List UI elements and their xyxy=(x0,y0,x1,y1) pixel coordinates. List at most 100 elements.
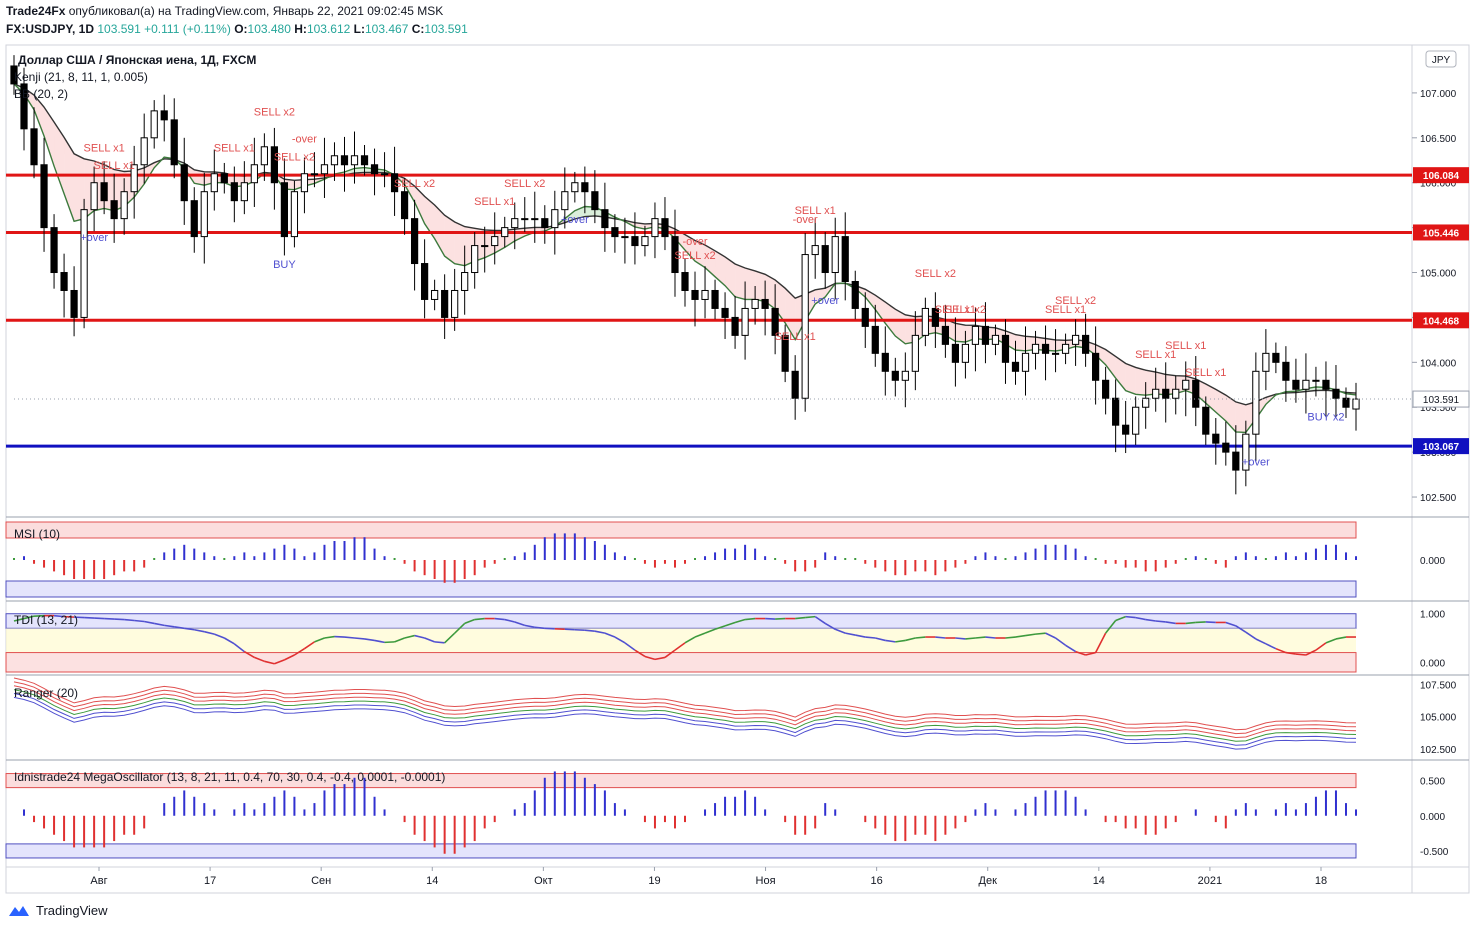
candle-body xyxy=(531,218,539,221)
time-axis-label: Ноя xyxy=(756,875,776,887)
currency-badge-box[interactable] xyxy=(1425,50,1457,68)
kenji-legend[interactable]: Kenji (21, 8, 11, 1, 0.005) xyxy=(14,70,148,84)
candle-body xyxy=(981,325,990,345)
candle-body xyxy=(1051,352,1060,355)
tdi-segment xyxy=(975,636,986,639)
kenji-cloud-segment xyxy=(574,206,585,220)
tdi-segment xyxy=(1165,621,1176,625)
tdi-pane[interactable] xyxy=(13,614,1356,665)
signal-label: SELL x1 xyxy=(214,142,255,154)
tdi-segment xyxy=(194,628,205,633)
candle-body xyxy=(220,173,228,184)
signal-label: SELL x2 xyxy=(254,106,295,118)
signal-label: -over xyxy=(793,214,818,226)
tdi-axis-label: 0.000 xyxy=(1420,658,1445,669)
tdi-segment xyxy=(1085,651,1096,656)
candle-body xyxy=(120,191,128,220)
tdi-segment xyxy=(1235,625,1247,633)
published-text: опубликовал(а) на TradingView.com, Январ… xyxy=(68,4,444,18)
mega-lower-band xyxy=(5,843,1357,859)
tdi-segment xyxy=(13,617,25,622)
tdi-segment xyxy=(243,650,255,659)
tdi-segment xyxy=(344,636,355,639)
time-axis-label: 16 xyxy=(871,875,883,887)
kenji-cloud-segment xyxy=(815,288,826,304)
candle-body xyxy=(941,325,949,345)
signal-label: +over xyxy=(561,214,589,226)
time-axis-label: 14 xyxy=(1093,875,1105,887)
tdi-segment xyxy=(1255,638,1267,645)
tdi-segment xyxy=(985,636,996,639)
candle-body xyxy=(1212,433,1220,444)
tdi-segment xyxy=(23,615,35,620)
open-label: O: xyxy=(234,22,248,36)
ranger-legend[interactable]: Ranger (20) xyxy=(14,686,79,700)
candle-body xyxy=(300,173,309,193)
candle-body xyxy=(1302,379,1310,390)
candle-body xyxy=(731,316,739,336)
open-value: 103.480 xyxy=(247,22,291,36)
tdi-segment xyxy=(1145,618,1156,622)
tdi-segment xyxy=(424,637,435,643)
signal-label: SELL x1 xyxy=(84,142,125,154)
msi-legend[interactable]: MSI (10) xyxy=(14,527,61,541)
candle-body xyxy=(240,182,248,202)
tradingview-brand[interactable]: TradingView xyxy=(8,903,108,918)
bb-legend[interactable]: BB (20, 2) xyxy=(14,87,69,101)
candle-body xyxy=(1011,361,1020,372)
candle-body xyxy=(1252,370,1260,435)
last-price-box xyxy=(1412,390,1470,408)
signal-label: SELL x1 xyxy=(775,331,816,343)
kenji-cloud-segment xyxy=(1235,401,1246,433)
ranger-pane[interactable] xyxy=(13,677,1357,750)
symbol-name[interactable]: FX:USDJPY, 1D xyxy=(6,22,95,36)
tdi-segment xyxy=(324,635,335,639)
currency-badge[interactable]: JPY xyxy=(1432,55,1451,66)
candle-body xyxy=(140,137,148,166)
tdi-segment xyxy=(1015,634,1026,638)
ranger-axis-label: 102.500 xyxy=(1420,745,1457,756)
signal-label: SELL x1 xyxy=(1045,304,1086,316)
candle-body xyxy=(130,164,138,193)
indicator-bands xyxy=(5,521,1357,859)
tdi-segment xyxy=(935,636,946,639)
tdi-segment xyxy=(834,628,846,634)
candle-body xyxy=(801,254,809,399)
candle-body xyxy=(410,218,419,265)
candle-body xyxy=(1041,343,1050,354)
tdi-legend[interactable]: TDI (13, 21) xyxy=(14,613,79,627)
tdi-segment xyxy=(814,615,826,625)
price-axis-label: 107.000 xyxy=(1420,89,1457,100)
megaoscillator-pane[interactable] xyxy=(14,771,1357,854)
candle-body xyxy=(1172,388,1180,399)
candle-body xyxy=(741,307,749,336)
price-pane[interactable]: +over SELL x1 SELL x1 SELL x1 SELL x2 SELL x2… xyxy=(6,55,1412,495)
tradingview-brand-text: TradingView xyxy=(36,903,108,918)
signal-label: SELL x2 xyxy=(274,151,315,163)
candle-body xyxy=(260,146,268,166)
candle-body xyxy=(360,155,369,166)
symbol-ohlc-line: FX:USDJPY, 1D 103.591 +0.111 (+0.11%) O:… xyxy=(6,22,468,36)
kenji-cloud-segment xyxy=(424,196,435,239)
tdi-segment xyxy=(824,622,836,630)
level-labels: 106.084 105.446 104.468 103.067 103.591 xyxy=(1412,167,1470,455)
tdi-segment xyxy=(1135,616,1146,621)
tdi-segment xyxy=(134,619,145,623)
tdi-segment xyxy=(233,643,245,653)
low-value: 103.467 xyxy=(365,22,409,36)
candle-body xyxy=(571,182,579,193)
kenji-cloud-segment xyxy=(715,250,726,286)
signal-label: +over xyxy=(811,295,839,307)
tdi-middle-band xyxy=(6,628,1356,653)
msi-pane[interactable] xyxy=(13,533,1357,583)
candle-body xyxy=(1112,397,1120,426)
mega-axis-label: -0.500 xyxy=(1420,847,1449,858)
kenji-cloud-segment xyxy=(755,270,766,302)
candle-body xyxy=(1122,424,1130,435)
candle-body xyxy=(1102,379,1110,399)
megaoscillator-legend[interactable]: Idnistrade24 MegaOscillator (13, 8, 21, … xyxy=(14,770,446,784)
instrument-legend: Доллар США / Японская иена, 1Д, FXCM xyxy=(18,53,257,67)
candle-body xyxy=(481,245,489,248)
publisher-name[interactable]: Trade24Fx xyxy=(6,4,66,18)
